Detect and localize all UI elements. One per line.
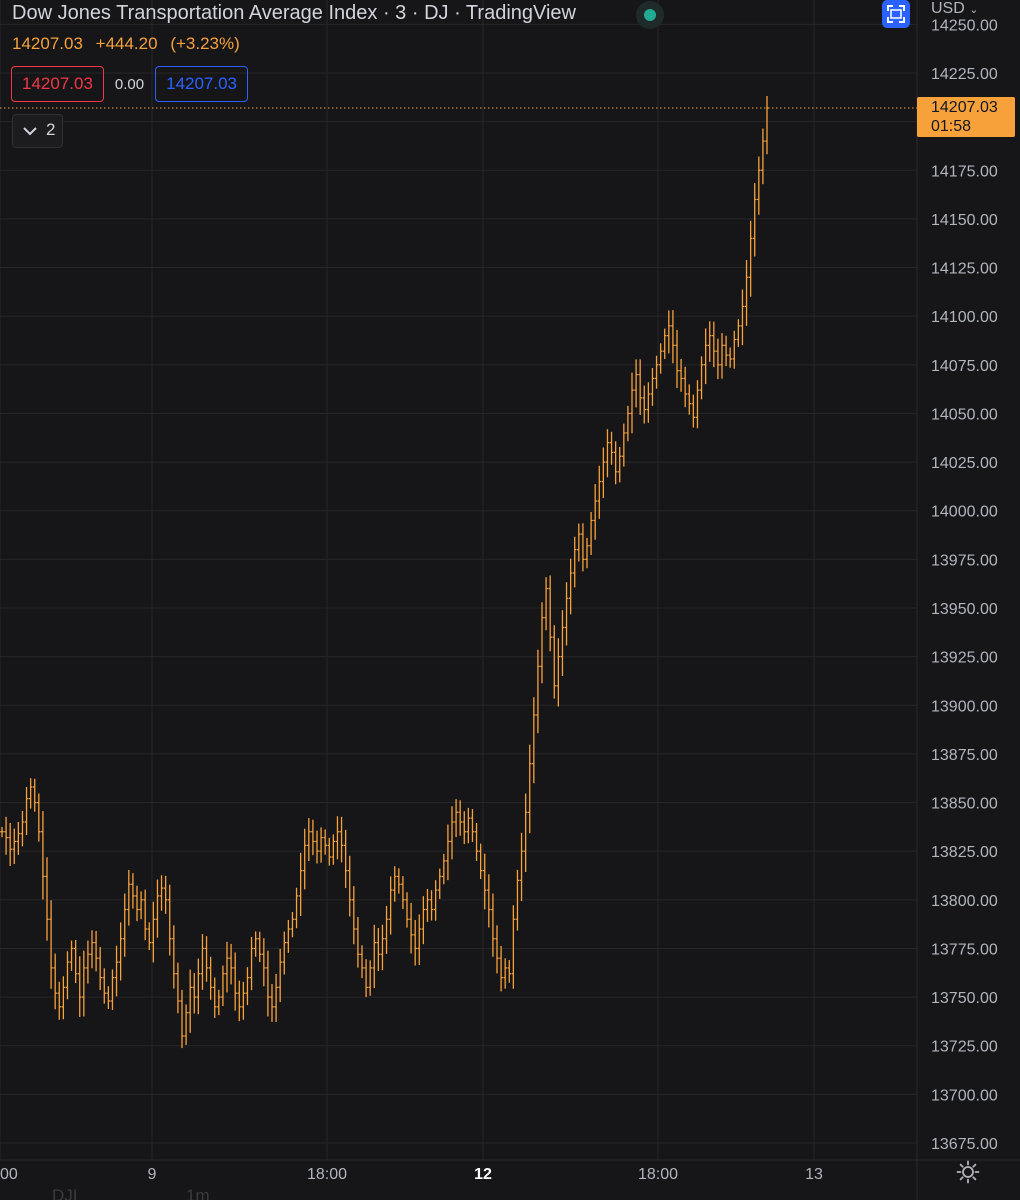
sell-button[interactable]: 14207.03 — [11, 66, 104, 102]
price-tick-label: 14025.00 — [931, 455, 998, 472]
chevron-down-icon: ⌄ — [969, 4, 979, 16]
price-tick-label: 13900.00 — [931, 698, 998, 715]
price-tick-label: 14175.00 — [931, 163, 998, 180]
price-tick-label: 13875.00 — [931, 747, 998, 764]
price-tick-label: 13700.00 — [931, 1087, 998, 1104]
price-tick-label: 14050.00 — [931, 406, 998, 423]
time-tick-label: 18:00 — [307, 1166, 347, 1183]
price-tick-label: 13975.00 — [931, 552, 998, 569]
price-tick-label: 13825.00 — [931, 844, 998, 861]
price-tick-label: 13950.00 — [931, 601, 998, 618]
indicator-count: 2 — [46, 120, 56, 139]
price-change: +444.20 — [95, 34, 158, 53]
currency-selector[interactable]: USD ⌄ — [928, 0, 1020, 18]
price-tick-label: 13675.00 — [931, 1136, 998, 1153]
time-tick-label: 18:00 — [638, 1166, 678, 1183]
time-tick-label: 13 — [805, 1166, 823, 1183]
price-tick-label: 14150.00 — [931, 212, 998, 229]
interval-tab-cut[interactable]: 1m — [186, 1186, 210, 1200]
market-open-icon — [644, 9, 656, 21]
last-price-badge-value: 14207.03 — [931, 99, 998, 116]
symbol-tab-cut[interactable]: DJI — [52, 1186, 78, 1200]
price-tick-label: 14125.00 — [931, 261, 998, 278]
price-tick-label: 14075.00 — [931, 358, 998, 375]
price-tick-label: 14250.00 — [931, 17, 998, 34]
price-tick-label: 13800.00 — [931, 893, 998, 910]
market-status-indicator[interactable] — [636, 1, 664, 29]
price-tick-label: 13850.00 — [931, 796, 998, 813]
price-bars — [0, 95, 769, 1049]
time-tick-label: 00 — [0, 1166, 18, 1183]
price-tick-label: 13775.00 — [931, 941, 998, 958]
currency-label: USD — [931, 0, 965, 17]
price-tick-label: 13925.00 — [931, 650, 998, 667]
settings-gear-icon[interactable] — [956, 1160, 980, 1184]
fullscreen-button[interactable] — [882, 0, 910, 28]
buy-button[interactable]: 14207.03 — [155, 66, 249, 102]
price-tick-label: 13725.00 — [931, 1039, 998, 1056]
time-tick-label: 9 — [148, 1166, 157, 1183]
chart-title: Dow Jones Transportation Average Index ·… — [12, 2, 576, 24]
chevron-down-icon — [23, 127, 37, 136]
fullscreen-icon — [887, 5, 905, 23]
spread-value: 0.00 — [114, 75, 145, 93]
price-tick-label: 14100.00 — [931, 309, 998, 326]
bar-countdown: 01:58 — [931, 118, 972, 135]
bid-ask-panel: 14207.03 0.00 14207.03 — [11, 66, 249, 102]
price-change-percent: (+3.23%) — [170, 34, 240, 53]
last-price: 14207.03 — [12, 34, 83, 53]
time-axis[interactable]: 00 9 18:00 12 18:00 13 — [0, 1166, 823, 1183]
time-tick-label: 12 — [474, 1166, 492, 1183]
price-tick-label: 14000.00 — [931, 504, 998, 521]
price-axis[interactable]: 13675.00 13700.00 13725.00 13750.00 13775.00… — [931, 17, 998, 1153]
price-tick-label: 14225.00 — [931, 66, 998, 83]
last-price-badge: 14207.03 01:58 — [917, 97, 1015, 137]
quote-summary: 14207.03 +444.20 (+3.23%) — [12, 34, 248, 54]
price-tick-label: 13750.00 — [931, 990, 998, 1007]
indicators-toggle-button[interactable]: 2 — [12, 114, 63, 148]
